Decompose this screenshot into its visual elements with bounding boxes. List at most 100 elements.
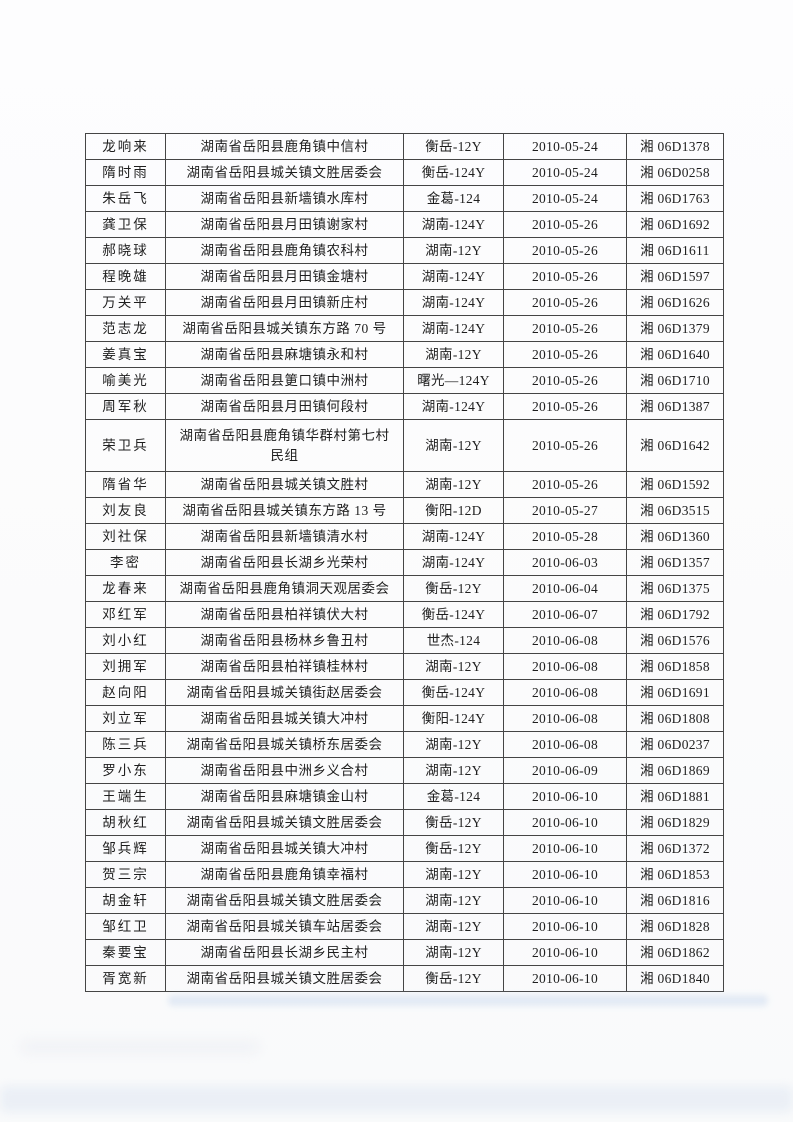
date-cell: 2010-05-26 [503,419,627,472]
name-cell: 刘社保 [85,523,166,550]
name-cell: 荣卫兵 [85,419,166,472]
model-cell: 衡岳-124Y [403,601,504,628]
table-row: 龚卫保 湖南省岳阳县月田镇谢家村 湖南-124Y 2010-05-26 湘 06D169… [85,211,724,238]
name-cell: 程晚雄 [85,263,166,290]
address-cell: 湖南省岳阳县鹿角镇洞天观居委会 [165,575,404,602]
table-row: 李密 湖南省岳阳县长湖乡光荣村 湖南-124Y 2010-06-03 湘 06D1357 [85,549,724,576]
name-cell: 王端生 [85,783,166,810]
name-cell: 周军秋 [85,393,166,420]
name-cell: 喻美光 [85,367,166,394]
table-row: 范志龙 湖南省岳阳县城关镇东方路 70 号湖南-124Y 2010-05-26 湘 0… [85,315,724,342]
date-cell: 2010-06-08 [503,705,627,732]
table-row: 郝晓球 湖南省岳阳县鹿角镇农科村 湖南-12Y 2010-05-26 湘 06D1611 [85,237,724,264]
scan-artifact-streak [168,995,768,1006]
plate-cell: 湘 06D1792 [626,601,724,628]
date-cell: 2010-05-26 [503,341,627,368]
model-cell: 衡岳-12Y [403,965,504,992]
date-cell: 2010-05-26 [503,471,627,498]
name-cell: 隋时雨 [85,159,166,186]
address-cell: 湖南省岳阳县城关镇车站居委会 [165,913,404,940]
address-cell: 湖南省岳阳县城关镇大冲村 [165,835,404,862]
address-cell: 湖南省岳阳县月田镇金塘村 [165,263,404,290]
table-row: 喻美光 湖南省岳阳县筻口镇中洲村 曙光—124Y 2010-05-26 湘 06D171… [85,367,724,394]
name-cell: 秦要宝 [85,939,166,966]
name-cell: 隋省华 [85,471,166,498]
model-cell: 世杰-124 [403,627,504,654]
name-cell: 邓红军 [85,601,166,628]
plate-cell: 湘 06D1692 [626,211,724,238]
name-cell: 郝晓球 [85,237,166,264]
address-cell: 湖南省岳阳县麻塘镇金山村 [165,783,404,810]
name-cell: 陈三兵 [85,731,166,758]
table-row: 邓红军 湖南省岳阳县柏祥镇伏大村 衡岳-124Y 2010-06-07 湘 06D179… [85,601,724,628]
plate-cell: 湘 06D1881 [626,783,724,810]
plate-cell: 湘 06D1597 [626,263,724,290]
model-cell: 金葛-124 [403,783,504,810]
name-cell: 胥宽新 [85,965,166,992]
plate-cell: 湘 06D1379 [626,315,724,342]
address-cell: 湖南省岳阳县城关镇桥东居委会 [165,731,404,758]
plate-cell: 湘 06D1611 [626,237,724,264]
table-row: 陈三兵 湖南省岳阳县城关镇桥东居委会 湖南-12Y 2010-06-08 湘 06D02… [85,731,724,758]
model-cell: 湖南-124Y [403,289,504,316]
address-cell: 湖南省岳阳县长湖乡民主村 [165,939,404,966]
address-cell: 湖南省岳阳县城关镇文胜居委会 [165,159,404,186]
address-cell: 湖南省岳阳县城关镇文胜居委会 [165,887,404,914]
table-row: 刘立军 湖南省岳阳县城关镇大冲村 衡阳-124Y 2010-06-08 湘 06D180… [85,705,724,732]
model-cell: 衡岳-12Y [403,809,504,836]
date-cell: 2010-05-26 [503,289,627,316]
name-cell: 刘拥军 [85,653,166,680]
address-cell: 湖南省岳阳县月田镇何段村 [165,393,404,420]
plate-cell: 湘 06D1858 [626,653,724,680]
plate-cell: 湘 06D1862 [626,939,724,966]
plate-cell: 湘 06D1640 [626,341,724,368]
date-cell: 2010-05-28 [503,523,627,550]
table-row: 贺三宗 湖南省岳阳县鹿角镇幸福村 湖南-12Y 2010-06-10 湘 06D1853 [85,861,724,888]
table-row: 刘友良 湖南省岳阳县城关镇东方路 13 号衡阳-12D 2010-05-27 湘 06… [85,497,724,524]
address-cell: 湖南省岳阳县鹿角镇幸福村 [165,861,404,888]
date-cell: 2010-05-26 [503,263,627,290]
date-cell: 2010-06-08 [503,731,627,758]
date-cell: 2010-06-07 [503,601,627,628]
model-cell: 湖南-12Y [403,341,504,368]
name-cell: 邹兵辉 [85,835,166,862]
address-cell: 湖南省岳阳县月田镇新庄村 [165,289,404,316]
name-cell: 刘立军 [85,705,166,732]
name-cell: 龙春来 [85,575,166,602]
address-cell: 湖南省岳阳县城关镇文胜村 [165,471,404,498]
model-cell: 湖南-124Y [403,263,504,290]
address-cell: 湖南省岳阳县城关镇文胜居委会 [165,809,404,836]
plate-cell: 湘 06D1642 [626,419,724,472]
table-row: 荣卫兵 湖南省岳阳县鹿角镇华群村第七村 民组 湖南-12Y 2010-05-26 湘 06… [85,419,724,472]
plate-cell: 湘 06D1360 [626,523,724,550]
name-cell: 贺三宗 [85,861,166,888]
name-cell: 胡金轩 [85,887,166,914]
address-cell: 湖南省岳阳县月田镇谢家村 [165,211,404,238]
plate-cell: 湘 06D1763 [626,185,724,212]
registration-table: 龙响来 湖南省岳阳县鹿角镇中信村 衡岳-12Y 2010-05-24 湘 06D1378… [85,133,724,992]
table-row: 姜真宝 湖南省岳阳县麻塘镇永和村 湖南-12Y 2010-05-26 湘 06D1640 [85,341,724,368]
address-cell: 湖南省岳阳县长湖乡光荣村 [165,549,404,576]
date-cell: 2010-05-26 [503,315,627,342]
date-cell: 2010-05-26 [503,393,627,420]
date-cell: 2010-06-10 [503,809,627,836]
model-cell: 衡岳-124Y [403,679,504,706]
plate-cell: 湘 06D1372 [626,835,724,862]
model-cell: 衡岳-12Y [403,575,504,602]
plate-cell: 湘 06D1357 [626,549,724,576]
date-cell: 2010-06-08 [503,653,627,680]
model-cell: 湖南-12Y [403,757,504,784]
address-cell: 湖南省岳阳县城关镇大冲村 [165,705,404,732]
plate-cell: 湘 06D0237 [626,731,724,758]
plate-cell: 湘 06D1853 [626,861,724,888]
plate-cell: 湘 06D1375 [626,575,724,602]
plate-cell: 湘 06D1691 [626,679,724,706]
plate-cell: 湘 06D1808 [626,705,724,732]
address-cell: 湖南省岳阳县城关镇文胜居委会 [165,965,404,992]
date-cell: 2010-06-10 [503,835,627,862]
table-row: 刘社保 湖南省岳阳县新墙镇清水村 湖南-124Y 2010-05-28 湘 06D136… [85,523,724,550]
table-row: 万关平 湖南省岳阳县月田镇新庄村 湖南-124Y 2010-05-26 湘 06D162… [85,289,724,316]
plate-cell: 湘 06D0258 [626,159,724,186]
table-row: 胡秋红 湖南省岳阳县城关镇文胜居委会 衡岳-12Y 2010-06-10 湘 06D18… [85,809,724,836]
date-cell: 2010-05-24 [503,159,627,186]
